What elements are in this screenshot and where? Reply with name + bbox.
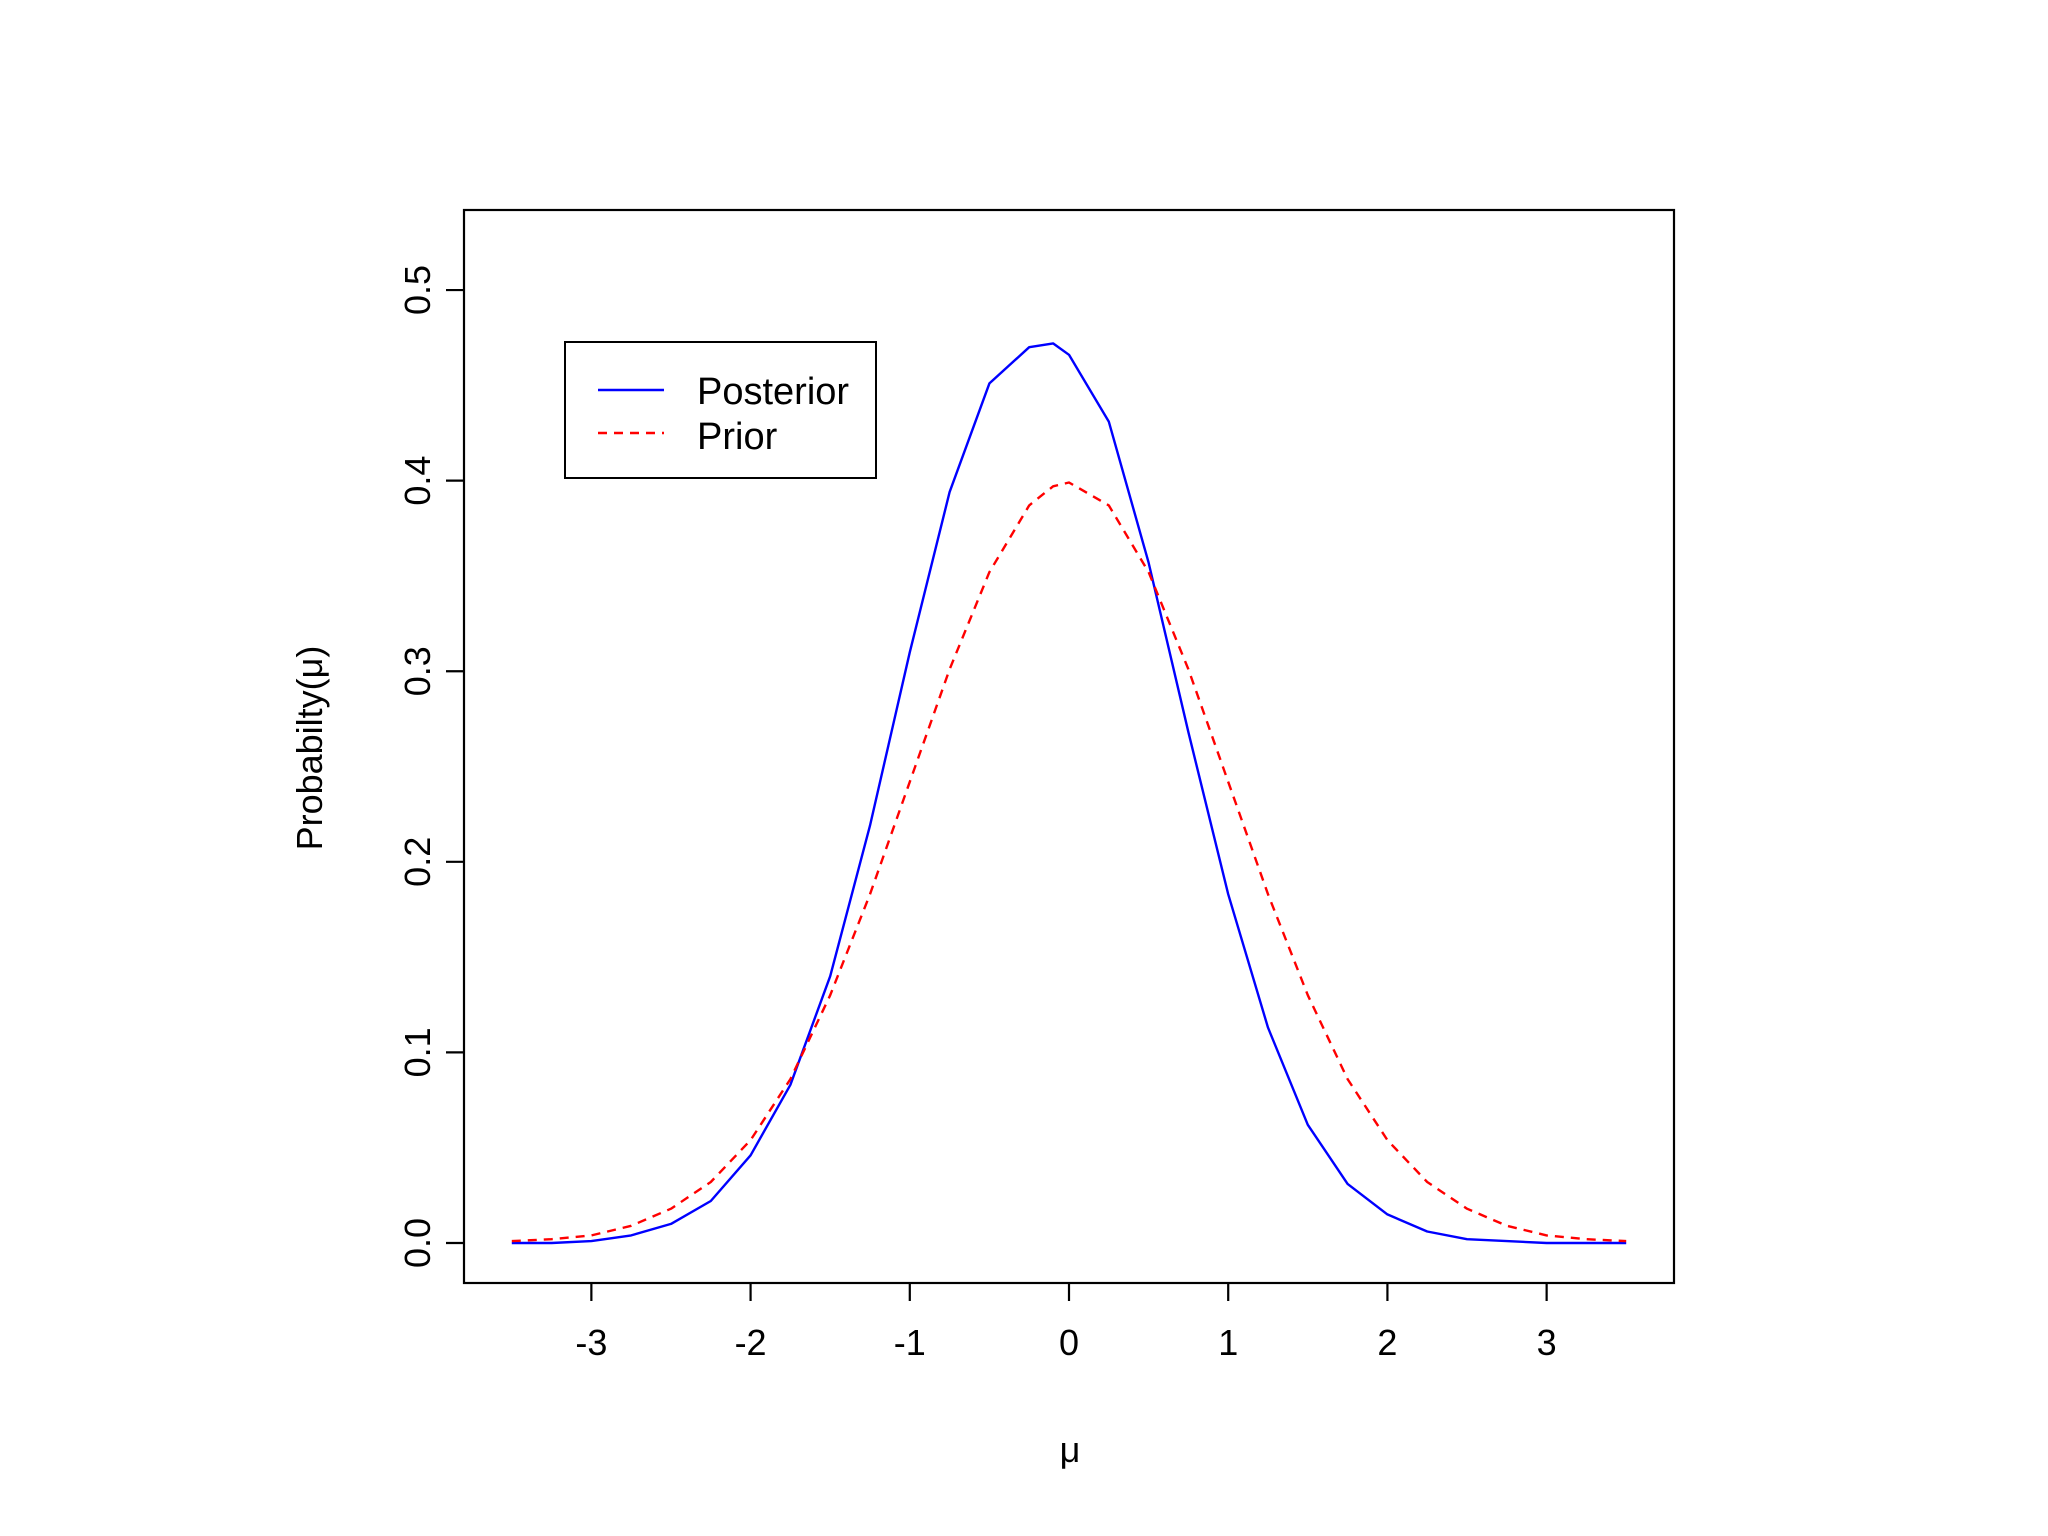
legend-box	[564, 341, 877, 479]
x-axis: -3 -2 -1 0 1 2 3	[575, 1283, 1557, 1363]
legend-label-posterior: Posterior	[697, 371, 849, 413]
y-axis: 0.0 0.1 0.2 0.3 0.4 0.5	[397, 265, 464, 1268]
legend: Posterior Prior	[564, 341, 877, 479]
series-layer	[511, 342, 1627, 1245]
y-tick-label: 0.3	[397, 646, 438, 696]
y-tick-label: 0.2	[397, 837, 438, 887]
y-axis-title: Probabilty(μ)	[289, 646, 330, 851]
y-tick-label: 0.1	[397, 1027, 438, 1077]
x-tick-label: 0	[1059, 1322, 1079, 1363]
x-tick-label: -3	[575, 1322, 607, 1363]
y-tick-label: 0.4	[397, 456, 438, 506]
y-tick-label: 0.5	[397, 265, 438, 315]
series-line-prior	[511, 481, 1627, 1243]
y-tick-label: 0.0	[397, 1218, 438, 1268]
x-axis-title: μ	[1060, 1429, 1081, 1470]
series-line-posterior	[511, 342, 1627, 1245]
x-tick-label: -2	[735, 1322, 767, 1363]
x-tick-label: 2	[1377, 1322, 1397, 1363]
x-tick-label: 3	[1537, 1322, 1557, 1363]
x-tick-label: -1	[894, 1322, 926, 1363]
x-tick-label: 1	[1218, 1322, 1238, 1363]
legend-label-prior: Prior	[697, 416, 778, 458]
